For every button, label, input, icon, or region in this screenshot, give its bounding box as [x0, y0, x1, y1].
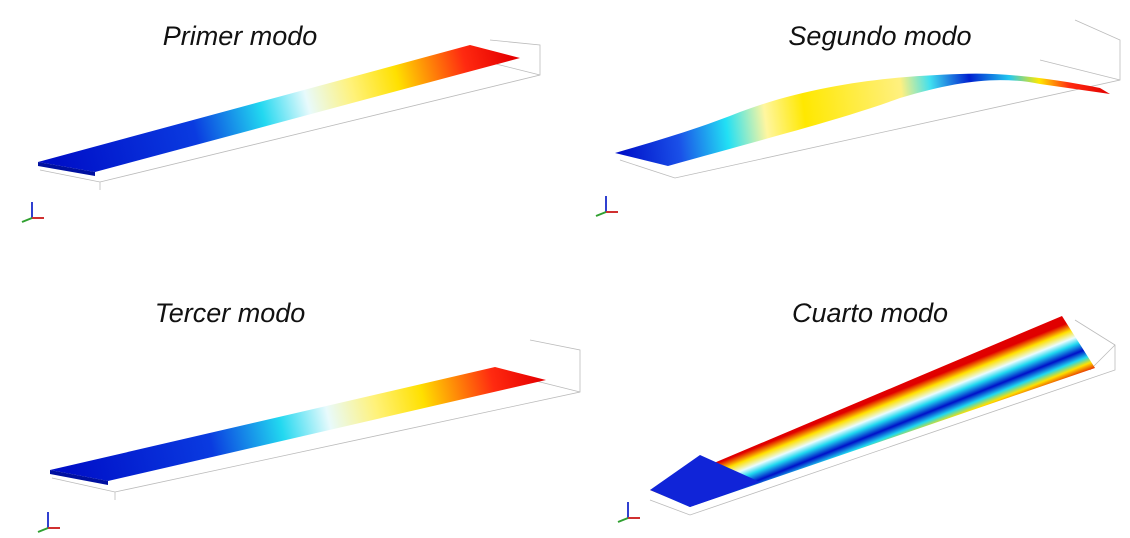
figure: Primer modo Segundo modo Tercer modo Cua… — [0, 0, 1130, 538]
panel: Segundo modo — [596, 20, 1120, 216]
axis-triad — [22, 202, 44, 222]
plate — [615, 74, 1110, 166]
axis-triad — [596, 196, 618, 216]
panel-title: Cuarto modo — [792, 298, 948, 328]
panel: Primer modo — [22, 21, 540, 222]
panel: Tercer modo — [38, 298, 580, 532]
panel-title: Segundo modo — [788, 21, 971, 51]
panel: Cuarto modo — [618, 298, 1115, 522]
plate — [50, 367, 546, 481]
axis-triad — [618, 502, 640, 522]
panel-title: Primer modo — [163, 21, 318, 51]
panel-title: Tercer modo — [155, 298, 306, 328]
plate — [38, 45, 520, 172]
axis-triad — [38, 512, 60, 532]
